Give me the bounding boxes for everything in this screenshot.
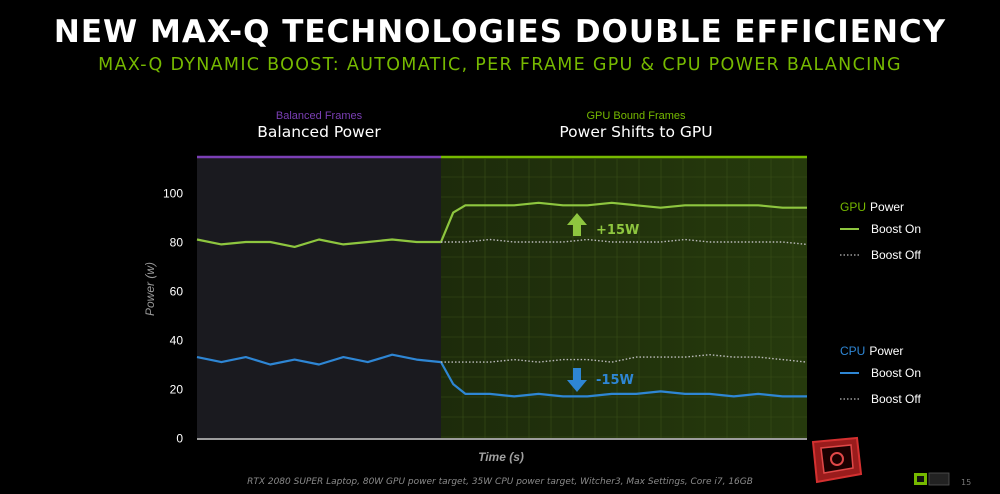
legend-group-suffix: Power — [869, 344, 903, 358]
monitor-logo-icon — [811, 436, 863, 484]
y-tick-100: 100 — [163, 187, 183, 201]
series-gpu-power-boost-on — [196, 201, 807, 248]
slide-title: NEW MAX-Q TECHNOLOGIES DOUBLE EFFICIENCY — [53, 14, 947, 50]
legend-group-prefix: CPU — [840, 344, 865, 358]
cpu-delta-label: -15W — [596, 373, 634, 388]
y-tick-0: 0 — [176, 432, 183, 446]
footnote: RTX 2080 SUPER Laptop, 80W GPU power tar… — [247, 477, 753, 487]
y-tick-60: 60 — [170, 285, 184, 299]
power-shifts-label: Power Shifts to GPU — [559, 123, 712, 141]
gpu-bound-region — [441, 157, 807, 438]
y-tick-20: 20 — [170, 383, 184, 397]
series-cpu-power-boost-on — [196, 353, 807, 398]
x-axis-label: Time (s) — [478, 450, 524, 464]
legend-item-cpu-boost-on: Boost On — [871, 366, 921, 380]
legend-group-gpu: GPU Power — [840, 200, 904, 214]
legend-group-suffix: Power — [870, 200, 904, 214]
gpu-bound-frames-label: GPU Bound Frames — [586, 110, 686, 122]
rtx-badge-icon — [914, 472, 950, 486]
slide-number: 15 — [961, 478, 972, 487]
balanced-frames-label: Balanced Frames — [276, 110, 363, 122]
legend-group-cpu: CPU Power — [840, 344, 903, 358]
down-arrow-icon — [567, 368, 587, 392]
y-tick-80: 80 — [170, 236, 184, 250]
slide-subtitle: MAX-Q DYNAMIC BOOST: AUTOMATIC, PER FRAM… — [98, 55, 902, 75]
y-axis-label: Power (w) — [143, 262, 157, 316]
legend-item-gpu-boost-off: Boost Off — [871, 248, 921, 262]
legend-group-prefix: GPU — [840, 200, 866, 214]
balanced-power-label: Balanced Power — [257, 123, 381, 141]
legend-item-cpu-boost-off: Boost Off — [871, 392, 921, 406]
up-arrow-icon — [567, 213, 587, 236]
legend-item-gpu-boost-on: Boost On — [871, 222, 921, 236]
gpu-delta-label: +15W — [596, 223, 639, 238]
y-tick-40: 40 — [170, 334, 184, 348]
series-gpu-power-boost-off — [441, 238, 808, 246]
balanced-region — [197, 157, 441, 438]
